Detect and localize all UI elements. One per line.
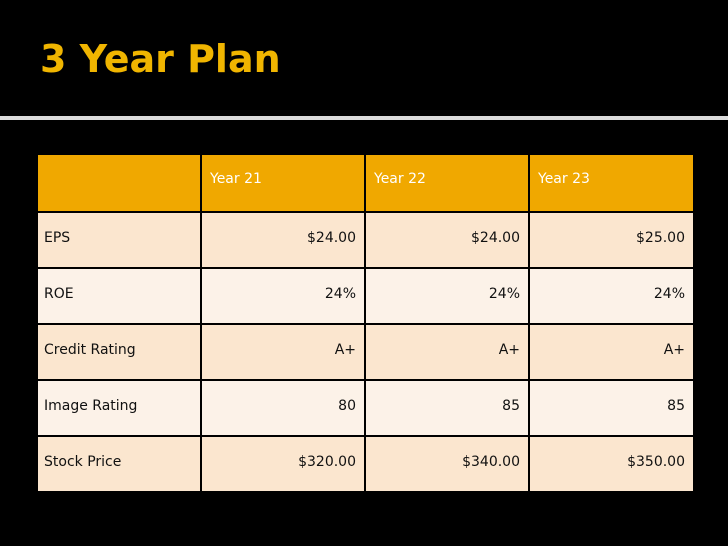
table-cell: $25.00 bbox=[528, 211, 695, 269]
table-cell: 24% bbox=[364, 267, 530, 325]
table-cell: $350.00 bbox=[528, 435, 695, 493]
table-row: EPS $24.00 $24.00 $25.00 bbox=[36, 211, 695, 269]
table-cell: $340.00 bbox=[364, 435, 530, 493]
title-divider bbox=[0, 116, 728, 120]
table-cell: $320.00 bbox=[200, 435, 366, 493]
table-cell: $24.00 bbox=[200, 211, 366, 269]
table-cell: A+ bbox=[528, 323, 695, 381]
table-cell: 80 bbox=[200, 379, 366, 437]
row-label: Stock Price bbox=[36, 435, 202, 493]
table-row: ROE 24% 24% 24% bbox=[36, 267, 695, 325]
row-label: ROE bbox=[36, 267, 202, 325]
table-cell: A+ bbox=[364, 323, 530, 381]
table-row: Image Rating 80 85 85 bbox=[36, 379, 695, 437]
row-label: EPS bbox=[36, 211, 202, 269]
header-year-23: Year 23 bbox=[528, 153, 695, 213]
table-cell: 85 bbox=[528, 379, 695, 437]
header-year-22: Year 22 bbox=[364, 153, 530, 213]
table-cell: 24% bbox=[200, 267, 366, 325]
table-header-row: Year 21 Year 22 Year 23 bbox=[36, 153, 695, 213]
row-label: Credit Rating bbox=[36, 323, 202, 381]
table-cell: $24.00 bbox=[364, 211, 530, 269]
table-row: Credit Rating A+ A+ A+ bbox=[36, 323, 695, 381]
header-empty bbox=[36, 153, 202, 213]
table-cell: 24% bbox=[528, 267, 695, 325]
row-label: Image Rating bbox=[36, 379, 202, 437]
table-cell: A+ bbox=[200, 323, 366, 381]
table-cell: 85 bbox=[364, 379, 530, 437]
slide-title: 3 Year Plan bbox=[40, 37, 281, 81]
table-row: Stock Price $320.00 $340.00 $350.00 bbox=[36, 435, 695, 493]
plan-table: Year 21 Year 22 Year 23 EPS $24.00 $24.0… bbox=[36, 153, 695, 493]
header-year-21: Year 21 bbox=[200, 153, 366, 213]
